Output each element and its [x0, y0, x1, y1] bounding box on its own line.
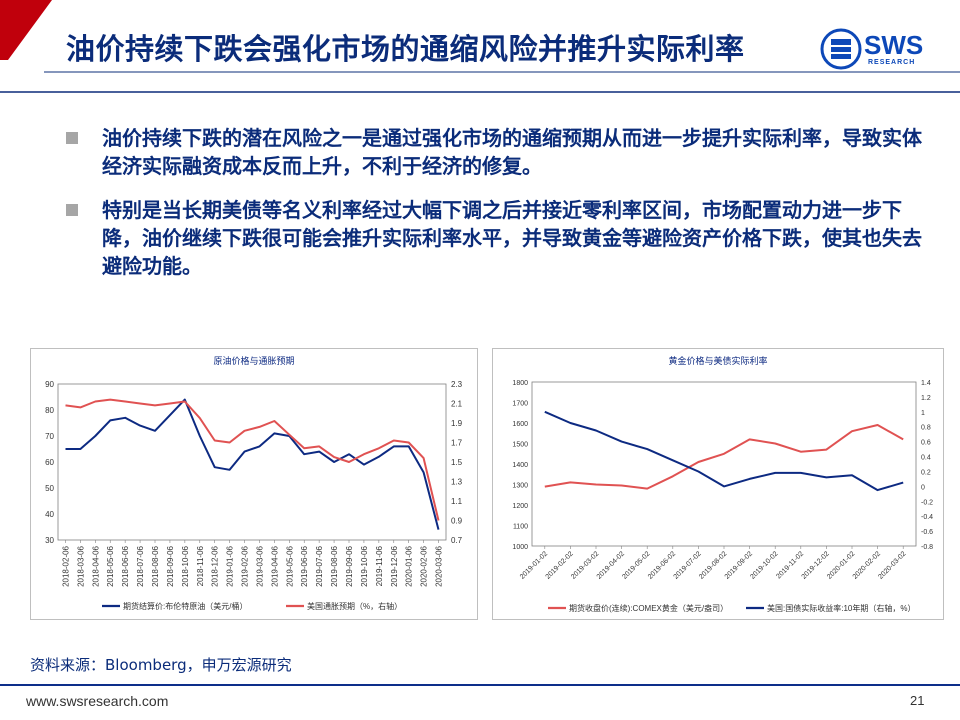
x-tick-label: 2018-07-06 — [136, 545, 145, 586]
gold-real-rate-chart: 黄金价格与美债实际利率 1000 1100 1200 1300 1400 1500 1600 1… — [492, 348, 944, 620]
page-number: 21 — [910, 693, 925, 708]
y2-tick-label: 1.7 — [451, 439, 463, 448]
footer-url: www.swsresearch.com — [26, 693, 169, 709]
y-tick-label: 70 — [45, 432, 54, 441]
y-tick-label: 40 — [45, 510, 54, 519]
y2-tick-label: -0.4 — [921, 514, 933, 521]
x-tick-label: 2018-04-06 — [91, 545, 100, 586]
y2-tick-label: 2.3 — [451, 380, 463, 389]
x-tick-label: 2019-05-06 — [285, 545, 294, 586]
bullet-item: 油价持续下跌的潜在风险之一是通过强化市场的通缩预期从而进一步提升实际利率，导致实… — [66, 124, 926, 180]
legend-label: 美国:国债实际收益率:10年期（右轴，%） — [767, 603, 915, 613]
bullet-text: 油价持续下跌的潜在风险之一是通过强化市场的通缩预期从而进一步提升实际利率，导致实… — [102, 126, 922, 178]
y-tick-label: 1800 — [512, 380, 528, 387]
series-line — [544, 410, 904, 492]
series-line — [65, 398, 440, 530]
y2-tick-label: 1.5 — [451, 458, 463, 467]
legend-label: 期货收盘价(连续):COMEX黄金（美元/盎司） — [569, 603, 728, 613]
y-tick-label: 30 — [45, 536, 54, 545]
y2-tick-label: 0.9 — [451, 517, 463, 526]
y2-tick-label: 0.2 — [921, 469, 931, 476]
sws-logo: SWS RESEARCH — [820, 28, 940, 72]
oil-inflation-chart: 原油价格与通胀预期 30 40 50 60 70 80 90 0.7 0.9 1.1 1.3 1.5 1.… — [30, 348, 478, 620]
x-tick-label: 2019-07-06 — [315, 545, 324, 586]
x-tick-label: 2018-03-06 — [76, 545, 85, 586]
bullet-square-icon — [66, 132, 78, 144]
y2-tick-label: 0.8 — [921, 425, 931, 432]
y-tick-label: 1000 — [512, 544, 528, 551]
y2-tick-label: -0.6 — [921, 529, 933, 536]
y-tick-label: 1600 — [512, 421, 528, 428]
x-tick-label: 2019-09-06 — [345, 545, 354, 586]
y-tick-label: 1400 — [512, 462, 528, 469]
x-tick-label: 2018-11-06 — [196, 545, 205, 586]
x-tick-label: 2018-02-06 — [61, 545, 70, 586]
plot-area — [57, 383, 447, 541]
x-tick-label: 2018-12-06 — [211, 545, 220, 586]
y-tick-label: 1200 — [512, 503, 528, 510]
logo-text: SWS — [864, 30, 924, 60]
chart-frame — [30, 348, 478, 620]
series-line — [544, 424, 904, 490]
bullet-item: 特别是当长期美债等名义利率经过大幅下调之后并接近零利率区间，市场配置动力进一步下… — [66, 196, 926, 280]
y-tick-label: 1700 — [512, 401, 528, 408]
bullet-square-icon — [66, 204, 78, 216]
legend-label: 期货结算价:布伦特原油（美元/桶） — [123, 601, 247, 611]
y2-tick-label: 0.4 — [921, 455, 931, 462]
y2-tick-label: 0 — [921, 484, 925, 491]
x-tick-label: 2018-05-06 — [106, 545, 115, 586]
sws-logo-icon — [820, 28, 862, 70]
bullet-text: 特别是当长期美债等名义利率经过大幅下调之后并接近零利率区间，市场配置动力进一步下… — [102, 198, 922, 278]
x-tick-label: 2018-09-06 — [166, 545, 175, 586]
x-tick-label: 2020-02-06 — [420, 545, 429, 586]
y2-tick-label: 1.3 — [451, 478, 463, 487]
chart-title: 原油价格与通胀预期 — [213, 355, 294, 366]
y2-tick-label: 1.2 — [921, 395, 931, 402]
title-bar — [0, 0, 960, 93]
y2-tick-label: 1 — [921, 410, 925, 417]
y2-tick-label: -0.8 — [921, 544, 933, 551]
y-tick-label: 1300 — [512, 483, 528, 490]
x-tick-label: 2019-04-06 — [270, 545, 279, 586]
y-tick-label: 90 — [45, 380, 54, 389]
legend-label: 美国通胀预期（%，右轴） — [307, 601, 402, 611]
x-tick-label: 2018-10-06 — [181, 545, 190, 586]
source-note: 资料来源：Bloomberg，申万宏源研究 — [30, 656, 292, 674]
x-tick-label: 2019-06-06 — [300, 545, 309, 586]
x-tick-label: 2019-12-06 — [390, 545, 399, 586]
y2-tick-label: 1.4 — [921, 380, 931, 387]
y2-tick-label: 1.1 — [451, 497, 463, 506]
y-tick-label: 60 — [45, 458, 54, 467]
y-tick-label: 1500 — [512, 442, 528, 449]
page-title: 油价持续下跌会强化市场的通缩风险并推升实际利率 — [66, 32, 745, 66]
x-tick-label: 2019-02-06 — [241, 545, 250, 586]
y2-tick-label: 0.7 — [451, 536, 463, 545]
bullet-list: 油价持续下跌的潜在风险之一是通过强化市场的通缩预期从而进一步提升实际利率，导致实… — [66, 124, 926, 296]
y2-tick-label: 2.1 — [451, 400, 463, 409]
x-tick-label: 2018-08-06 — [151, 545, 160, 586]
footer-divider — [0, 684, 960, 686]
y-tick-label: 50 — [45, 484, 54, 493]
y-tick-label: 80 — [45, 406, 54, 415]
y-tick-label: 1100 — [513, 524, 528, 531]
x-tick-label: 2019-11-06 — [375, 545, 384, 586]
x-tick-label: 2018-06-06 — [121, 545, 130, 586]
y2-tick-label: 1.9 — [451, 419, 463, 428]
x-tick-label: 2019-10-06 — [360, 545, 369, 586]
logo-subtext: RESEARCH — [868, 59, 916, 66]
x-tick-label: 2019-01-06 — [226, 545, 235, 586]
y2-tick-label: 0.6 — [921, 440, 931, 447]
x-tick-label: 2020-01-06 — [405, 545, 414, 586]
y2-tick-label: -0.2 — [921, 499, 933, 506]
x-tick-label: 2019-03-06 — [255, 545, 264, 586]
x-tick-label: 2020-03-06 — [435, 545, 444, 586]
series-line — [65, 398, 440, 521]
chart-title: 黄金价格与美债实际利率 — [668, 355, 767, 366]
x-tick-label: 2019-08-06 — [330, 545, 339, 586]
